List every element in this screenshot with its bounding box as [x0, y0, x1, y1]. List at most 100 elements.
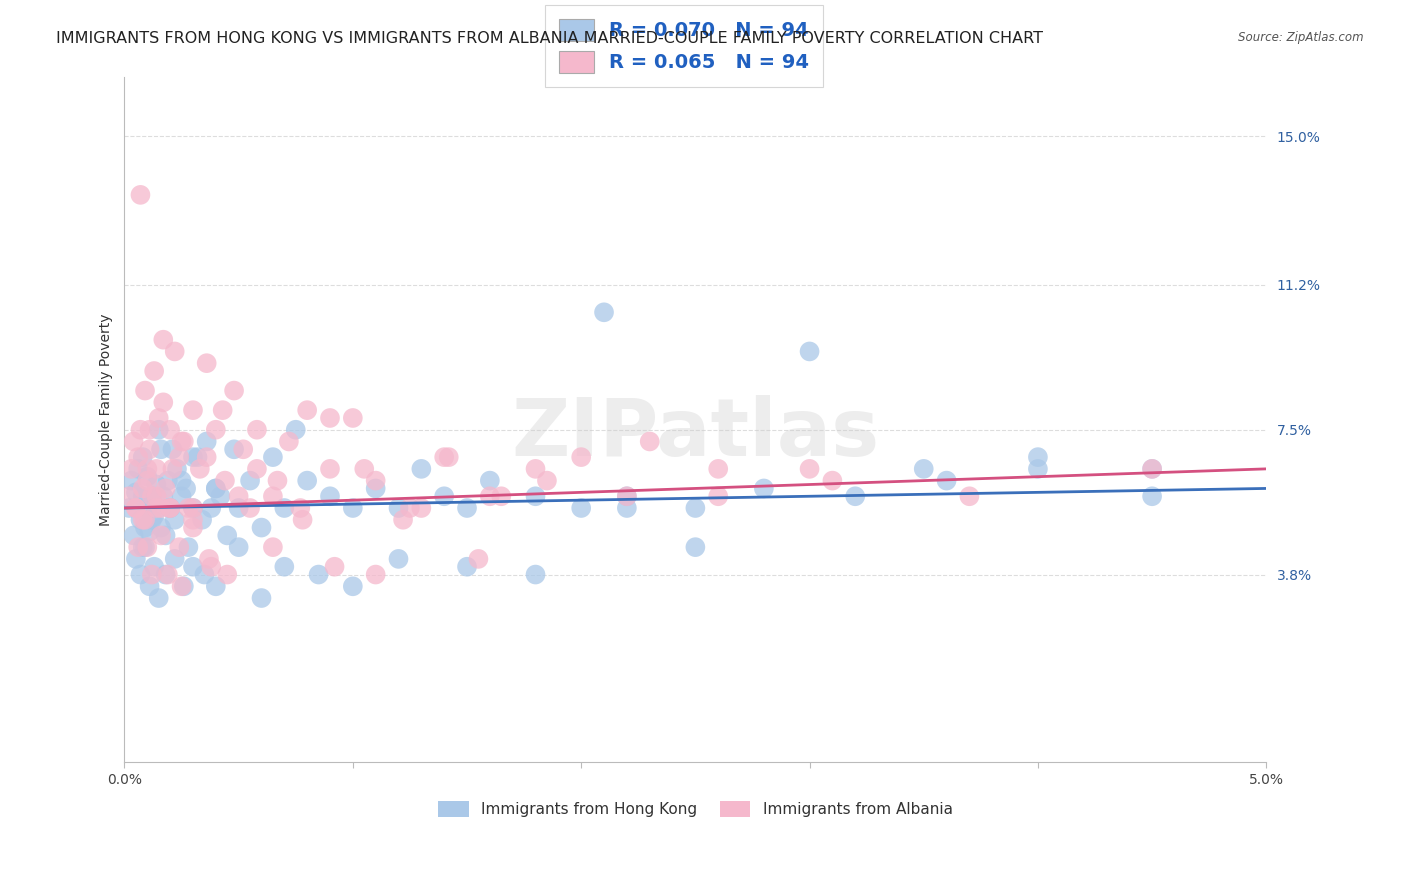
- Point: [799, 462, 821, 476]
- Point: [1140, 462, 1163, 476]
- Point: [433, 450, 456, 464]
- Point: [162, 442, 184, 457]
- Point: [536, 474, 558, 488]
- Point: [174, 482, 197, 496]
- Point: [193, 567, 215, 582]
- Point: [127, 450, 149, 464]
- Text: IMMIGRANTS FROM HONG KONG VS IMMIGRANTS FROM ALBANIA MARRIED-COUPLE FAMILY POVER: IMMIGRANTS FROM HONG KONG VS IMMIGRANTS …: [56, 31, 1043, 46]
- Point: [159, 501, 181, 516]
- Point: [524, 489, 547, 503]
- Point: [170, 489, 193, 503]
- Point: [132, 489, 155, 503]
- Point: [250, 591, 273, 605]
- Point: [132, 540, 155, 554]
- Point: [125, 552, 148, 566]
- Point: [616, 489, 638, 503]
- Point: [163, 513, 186, 527]
- Point: [118, 489, 141, 503]
- Point: [143, 364, 166, 378]
- Point: [616, 489, 638, 503]
- Point: [387, 552, 409, 566]
- Point: [228, 501, 250, 516]
- Point: [707, 462, 730, 476]
- Point: [250, 520, 273, 534]
- Point: [143, 559, 166, 574]
- Point: [1140, 462, 1163, 476]
- Point: [170, 474, 193, 488]
- Point: [122, 528, 145, 542]
- Point: [159, 423, 181, 437]
- Point: [177, 540, 200, 554]
- Point: [156, 474, 179, 488]
- Point: [150, 528, 173, 542]
- Point: [638, 434, 661, 449]
- Point: [821, 474, 844, 488]
- Point: [134, 513, 156, 527]
- Point: [150, 520, 173, 534]
- Point: [437, 450, 460, 464]
- Point: [433, 489, 456, 503]
- Point: [125, 485, 148, 500]
- Point: [181, 520, 204, 534]
- Point: [138, 524, 160, 539]
- Point: [616, 501, 638, 516]
- Point: [177, 501, 200, 516]
- Point: [266, 474, 288, 488]
- Point: [129, 423, 152, 437]
- Point: [228, 489, 250, 503]
- Point: [295, 403, 318, 417]
- Point: [1140, 489, 1163, 503]
- Point: [181, 559, 204, 574]
- Point: [342, 501, 364, 516]
- Point: [181, 450, 204, 464]
- Point: [478, 474, 501, 488]
- Point: [211, 403, 233, 417]
- Point: [181, 501, 204, 516]
- Point: [127, 462, 149, 476]
- Point: [136, 501, 159, 516]
- Point: [141, 489, 163, 503]
- Point: [200, 501, 222, 516]
- Point: [342, 411, 364, 425]
- Point: [239, 501, 262, 516]
- Point: [308, 567, 330, 582]
- Point: [232, 442, 254, 457]
- Point: [143, 508, 166, 523]
- Point: [364, 567, 387, 582]
- Point: [295, 474, 318, 488]
- Point: [411, 501, 433, 516]
- Point: [200, 559, 222, 574]
- Point: [170, 579, 193, 593]
- Point: [319, 462, 342, 476]
- Point: [364, 482, 387, 496]
- Point: [138, 423, 160, 437]
- Point: [752, 482, 775, 496]
- Point: [169, 540, 191, 554]
- Point: [284, 423, 307, 437]
- Point: [456, 501, 478, 516]
- Point: [392, 513, 415, 527]
- Point: [204, 482, 226, 496]
- Point: [173, 579, 195, 593]
- Point: [569, 450, 592, 464]
- Point: [181, 501, 204, 516]
- Point: [290, 501, 312, 516]
- Point: [132, 450, 155, 464]
- Point: [353, 462, 375, 476]
- Point: [136, 462, 159, 476]
- Point: [456, 559, 478, 574]
- Point: [138, 579, 160, 593]
- Point: [204, 579, 226, 593]
- Point: [152, 395, 174, 409]
- Point: [163, 344, 186, 359]
- Point: [120, 474, 142, 488]
- Point: [155, 482, 177, 496]
- Point: [364, 474, 387, 488]
- Point: [214, 474, 236, 488]
- Point: [319, 411, 342, 425]
- Point: [222, 384, 245, 398]
- Point: [912, 462, 935, 476]
- Point: [273, 559, 295, 574]
- Point: [844, 489, 866, 503]
- Point: [134, 520, 156, 534]
